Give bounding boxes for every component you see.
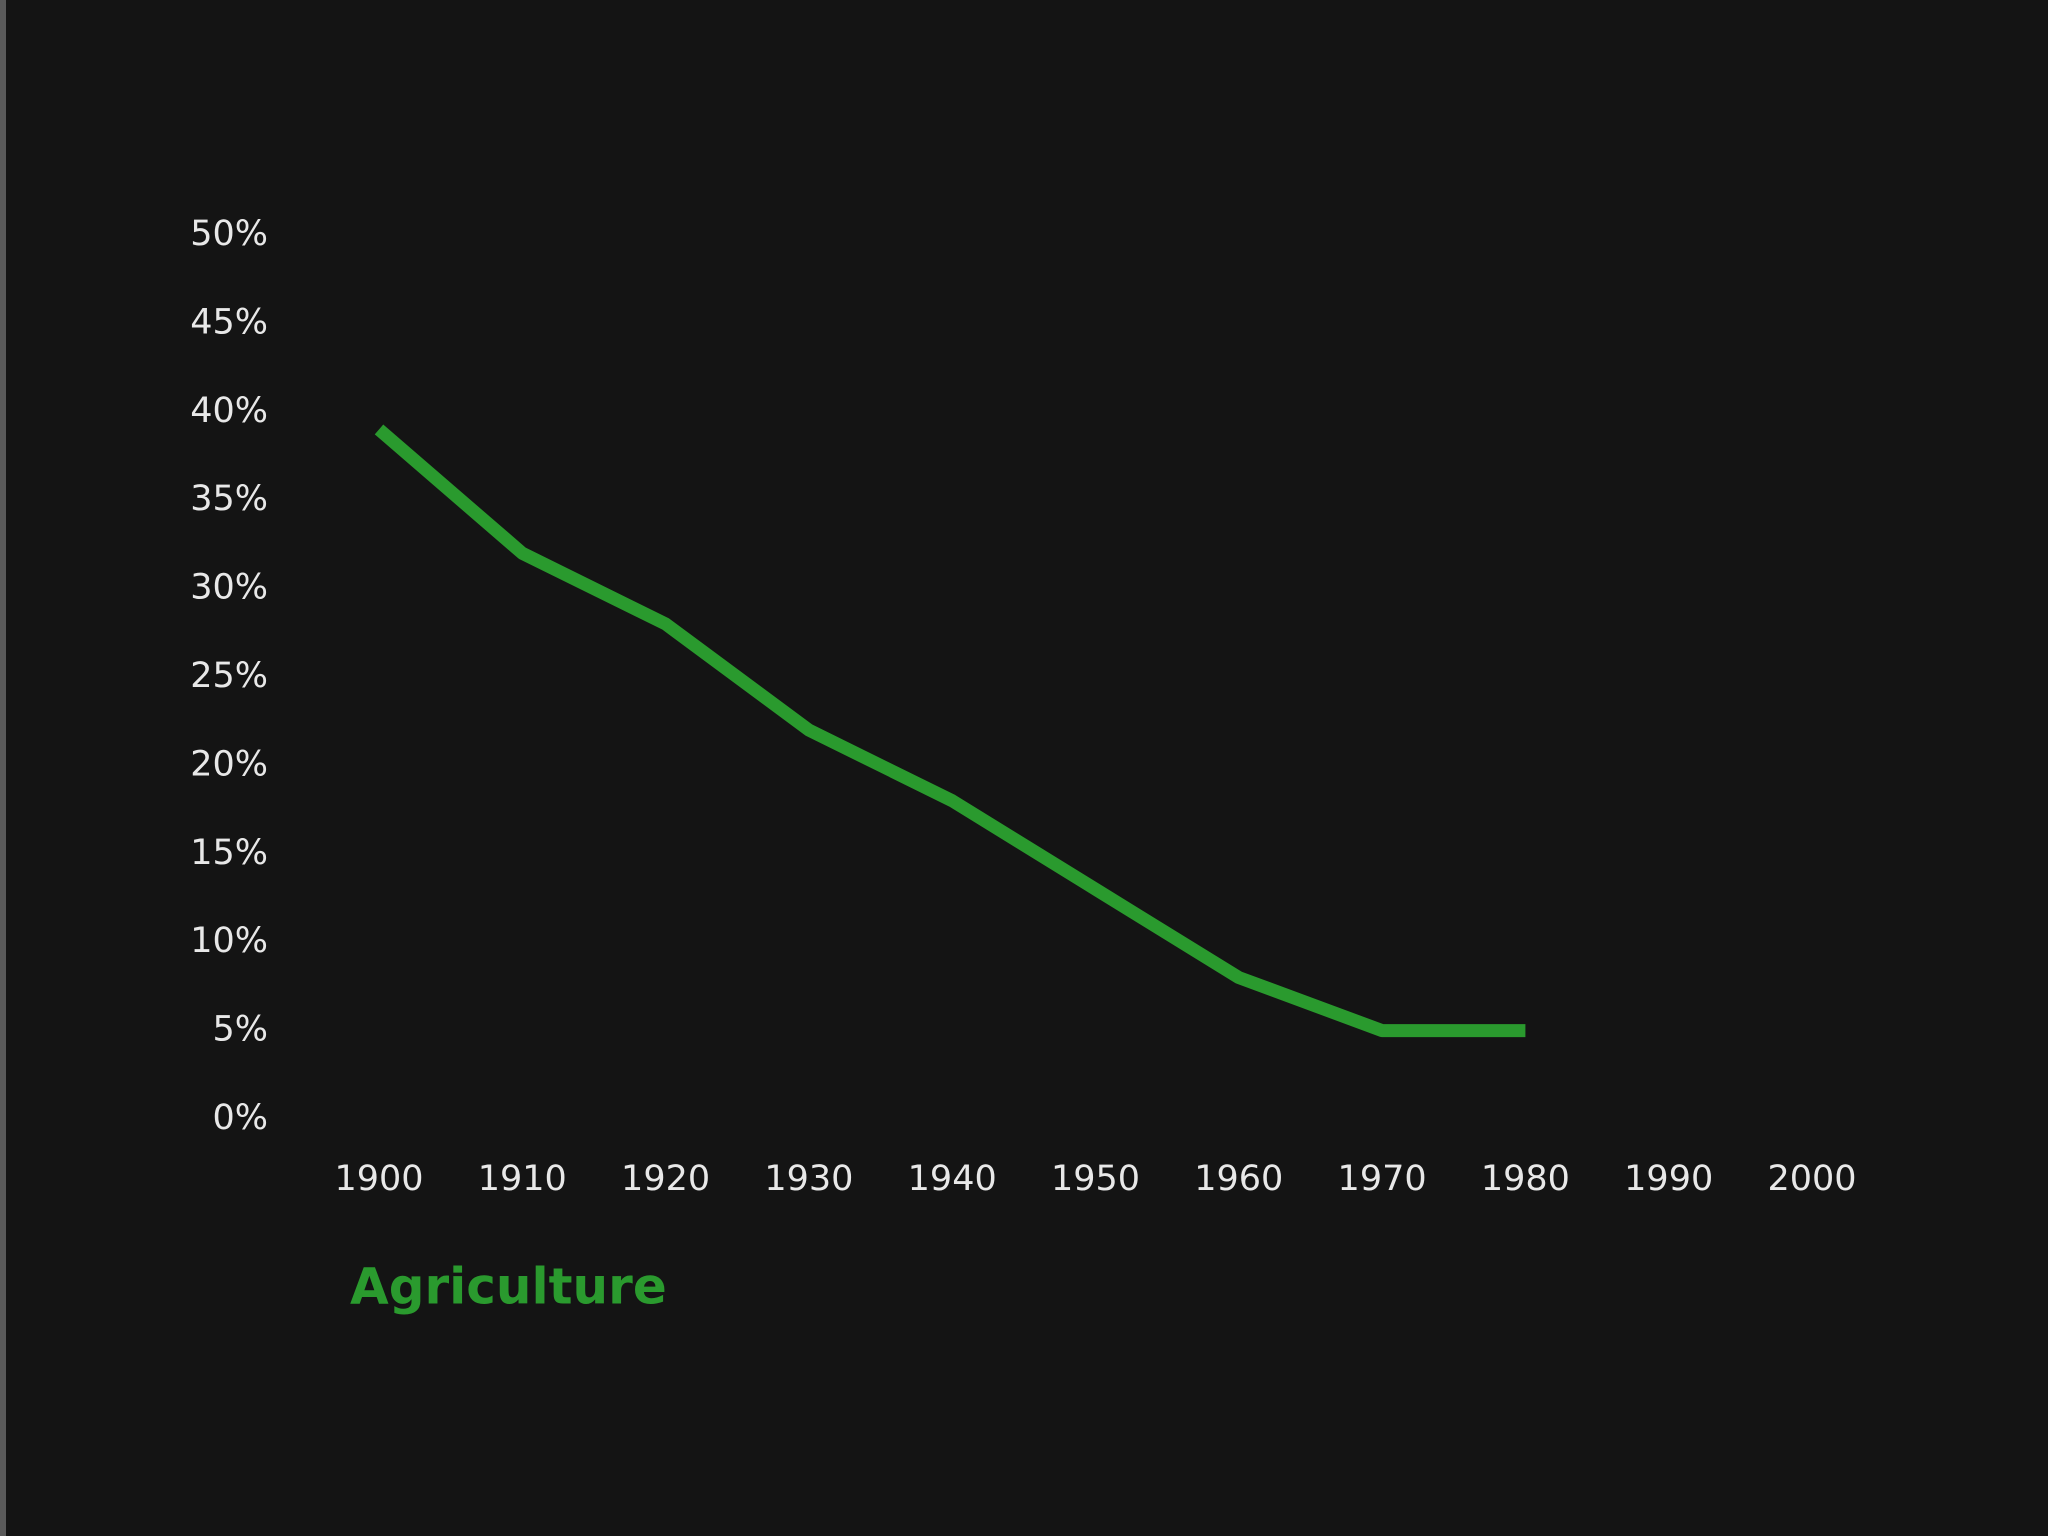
y-tick-label: 45% (190, 302, 268, 342)
y-tick-label: 30% (190, 568, 268, 608)
legend-label: Agriculture (350, 1258, 667, 1316)
left-edge (0, 0, 6, 1536)
x-tick-label: 1940 (908, 1159, 997, 1199)
y-tick-label: 25% (190, 656, 268, 696)
y-tick-label: 10% (190, 921, 268, 961)
x-tick-label: 1920 (621, 1159, 710, 1199)
y-tick-label: 0% (212, 1098, 268, 1138)
x-tick-label: 1980 (1481, 1159, 1570, 1199)
x-tick-label: 1960 (1194, 1159, 1283, 1199)
y-tick-label: 50% (190, 214, 268, 254)
x-tick-label: 1990 (1624, 1159, 1713, 1199)
data-line (374, 424, 1526, 1038)
y-tick-label: 20% (190, 744, 268, 784)
x-tick-label: 1930 (764, 1159, 853, 1199)
x-tick-label: 1950 (1051, 1159, 1140, 1199)
x-tick-label: 1970 (1338, 1159, 1427, 1199)
x-tick-label: 2000 (1767, 1159, 1856, 1199)
x-tick-label: 1910 (478, 1159, 567, 1199)
y-tick-label: 35% (190, 479, 268, 519)
y-tick-label: 40% (190, 391, 268, 431)
y-tick-label: 15% (190, 833, 268, 873)
x-tick-label: 1900 (334, 1159, 423, 1199)
y-tick-label: 5% (212, 1010, 268, 1050)
